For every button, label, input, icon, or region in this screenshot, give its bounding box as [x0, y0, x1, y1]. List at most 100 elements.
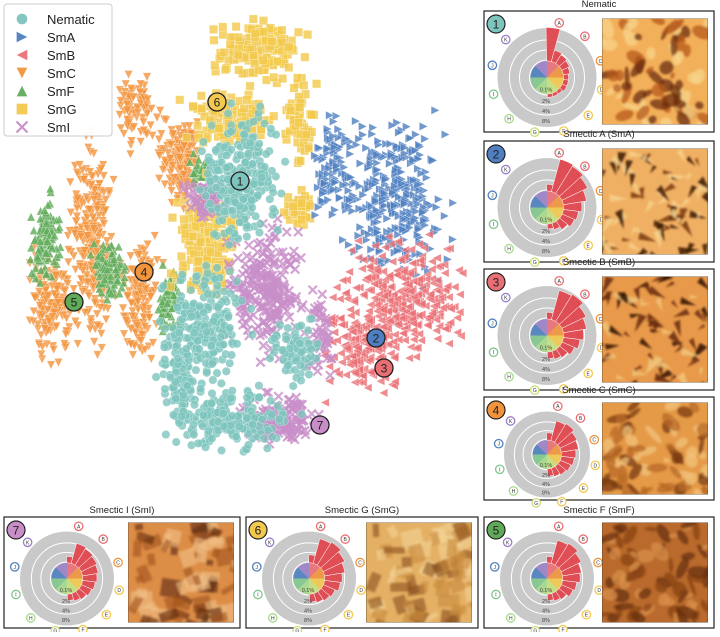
scatter-point-nematic-676	[227, 411, 237, 421]
scatter-point-smi-198	[238, 287, 249, 298]
scatter-point-smb-379	[336, 313, 346, 323]
legend-label-sma: SmA	[47, 30, 76, 45]
scatter-point-smb-186	[414, 275, 424, 285]
scatter-point-smb-119	[404, 353, 414, 363]
polar-radial-tick: 2%	[304, 599, 312, 605]
scatter-point-smb-226	[424, 229, 434, 239]
scatter-point-smb-448	[337, 357, 347, 367]
scatter-point-smf-257	[163, 309, 173, 319]
scatter-point-smi-145	[281, 306, 292, 316]
scatter-point-smc-158	[82, 213, 92, 223]
scatter-point-nematic-253	[243, 149, 253, 159]
scatter-point-smi-460	[323, 331, 334, 342]
scatter-point-smc-765	[122, 100, 132, 110]
scatter-point-sma-29	[358, 130, 368, 140]
scatter-point-smg-165	[254, 65, 264, 75]
scatter-point-nematic-472	[199, 307, 209, 317]
scatter-point-smb-302	[404, 280, 414, 290]
scatter-point-smg-277	[188, 101, 198, 111]
scatter-point-smb-275	[455, 289, 465, 299]
scatter-point-smi-140	[258, 316, 269, 327]
scatter-point-smb-268	[407, 258, 417, 268]
cluster-label-5: 5	[64, 292, 84, 312]
scatter-point-smc-276	[63, 274, 73, 285]
scatter-point-smg-584	[288, 202, 298, 211]
scatter-point-smc-757	[155, 106, 165, 116]
scatter-point-smb-419	[332, 335, 342, 346]
scatter-point-smi-463	[326, 353, 337, 364]
scatter-point-smb-369	[346, 310, 356, 320]
scatter-point-smb-195	[353, 236, 363, 246]
scatter-point-smg-138	[225, 40, 235, 49]
scatter-point-nematic-605	[244, 440, 253, 450]
scatter-point-sma-230	[393, 246, 403, 256]
scatter-point-nematic-750	[296, 376, 306, 385]
scatter-point-nematic-613	[275, 414, 284, 424]
scatter-point-sma-142	[385, 159, 395, 169]
scatter-point-smf-76	[55, 249, 65, 259]
scatter-point-smb-199	[364, 262, 374, 272]
scatter-point-smc-537	[131, 278, 141, 288]
scatter-point-smc-145	[99, 171, 109, 181]
scatter-point-sma-225	[345, 149, 355, 159]
scatter-point-smb-458	[348, 357, 358, 367]
scatter-point-nematic-669	[266, 396, 276, 406]
scatter-point-nematic-753	[297, 347, 306, 357]
scatter-point-nematic-538	[207, 389, 217, 398]
polar-radial-tick: 2%	[542, 473, 550, 479]
panel-number: 4	[493, 404, 500, 418]
scatter-point-smb-238	[445, 317, 455, 328]
scatter-point-smi-467	[321, 343, 332, 354]
scatter-point-sma-318	[408, 155, 418, 165]
scatter-point-sma-273	[380, 188, 390, 198]
scatter-point-smb-306	[362, 273, 372, 283]
scatter-point-smf-99	[54, 214, 64, 224]
polar-letter-D: D	[597, 588, 601, 594]
scatter-point-smg-174	[245, 81, 255, 91]
scatter-point-smc-217	[104, 186, 114, 196]
scatter-point-nematic-814	[181, 344, 191, 354]
scatter-point-sma-181	[414, 224, 424, 234]
scatter-point-sma-114	[370, 218, 380, 228]
scatter-point-smb-250	[367, 273, 377, 283]
polar-letter-H: H	[507, 375, 511, 381]
scatter-point-smg-80	[231, 22, 241, 32]
scatter-point-smc-239	[85, 167, 95, 177]
panel-number: 6	[255, 524, 262, 538]
scatter-point-smb-383	[329, 327, 339, 337]
scatter-point-sma-262	[409, 175, 419, 185]
scatter-point-nematic-673	[198, 410, 208, 420]
polar-letter-I: I	[493, 222, 494, 228]
scatter-point-smb-451	[347, 327, 358, 337]
scatter-point-smf-54	[25, 254, 35, 264]
scatter-point-sma-11	[441, 129, 451, 140]
scatter-point-smc-143	[75, 160, 85, 170]
scatter-point-smg-276	[269, 111, 279, 121]
scatter-point-nematic-739	[307, 314, 317, 324]
scatter-point-nematic-667	[235, 422, 244, 431]
scatter-point-smc-692	[165, 154, 175, 164]
scatter-point-smb-296	[442, 281, 452, 291]
scatter-plot	[25, 14, 467, 457]
polar-radial-tick: 0.1%	[540, 346, 553, 352]
scatter-point-smb-435	[341, 370, 351, 380]
scatter-point-smf-183	[113, 275, 123, 285]
scatter-point-smi-188	[238, 320, 249, 330]
legend-marker-nematic	[16, 13, 28, 25]
scatter-point-smb-229	[450, 282, 460, 292]
scatter-point-nematic-656	[242, 413, 252, 423]
scatter-point-smc-545	[126, 339, 136, 349]
cluster-label-text: 5	[71, 296, 78, 310]
scatter-point-smb-264	[397, 273, 407, 283]
scatter-point-sma-338	[341, 134, 351, 144]
scatter-point-smb-317	[383, 232, 393, 242]
scatter-point-nematic-623	[227, 386, 237, 396]
scatter-point-smc-549	[148, 338, 158, 348]
scatter-point-smb-446	[336, 348, 346, 358]
cluster-label-text: 3	[381, 362, 388, 376]
scatter-point-nematic-719	[313, 339, 322, 349]
scatter-point-nematic-829	[182, 381, 192, 391]
scatter-point-sma-206	[411, 129, 421, 139]
scatter-point-nematic-215	[236, 150, 246, 160]
scatter-point-smc-253	[80, 246, 90, 256]
